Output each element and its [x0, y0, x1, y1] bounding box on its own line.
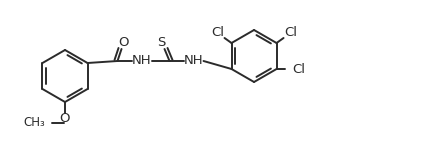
Text: Cl: Cl [292, 63, 306, 76]
Text: NH: NH [184, 55, 203, 67]
Text: O: O [60, 112, 70, 125]
Text: Cl: Cl [211, 25, 224, 39]
Text: CH₃: CH₃ [23, 116, 45, 130]
Text: O: O [118, 36, 129, 49]
Text: NH: NH [132, 55, 151, 67]
Text: S: S [157, 36, 166, 49]
Text: Cl: Cl [284, 25, 297, 39]
